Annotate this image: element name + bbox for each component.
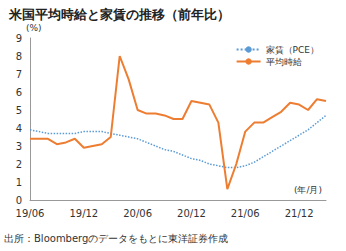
svg-text:6: 6	[16, 87, 22, 98]
svg-text:家賃（PCE）: 家賃（PCE）	[266, 45, 319, 55]
svg-text:米国平均時給と家賃の推移（前年比）: 米国平均時給と家賃の推移（前年比）	[8, 7, 230, 22]
svg-text:19/06: 19/06	[16, 208, 45, 219]
svg-text:4: 4	[16, 123, 22, 134]
svg-text:0: 0	[16, 195, 22, 206]
svg-text:21/12: 21/12	[285, 208, 314, 219]
svg-text:2: 2	[16, 159, 22, 170]
svg-text:平均時給: 平均時給	[266, 57, 302, 67]
svg-text:(%): (%)	[26, 23, 42, 33]
svg-text:出所：Bloombergのデータをもとに東洋証券作成: 出所：Bloombergのデータをもとに東洋証券作成	[4, 233, 228, 244]
svg-text:8: 8	[16, 51, 22, 62]
svg-text:9: 9	[16, 33, 22, 44]
svg-text:7: 7	[16, 69, 22, 80]
svg-text:21/06: 21/06	[231, 208, 260, 219]
svg-text:19/12: 19/12	[69, 208, 98, 219]
svg-text:3: 3	[16, 141, 22, 152]
svg-text:5: 5	[16, 105, 22, 116]
svg-text:1: 1	[16, 177, 22, 188]
svg-text:(年/月): (年/月)	[294, 185, 322, 195]
svg-text:20/12: 20/12	[177, 208, 206, 219]
svg-text:20/06: 20/06	[123, 208, 152, 219]
